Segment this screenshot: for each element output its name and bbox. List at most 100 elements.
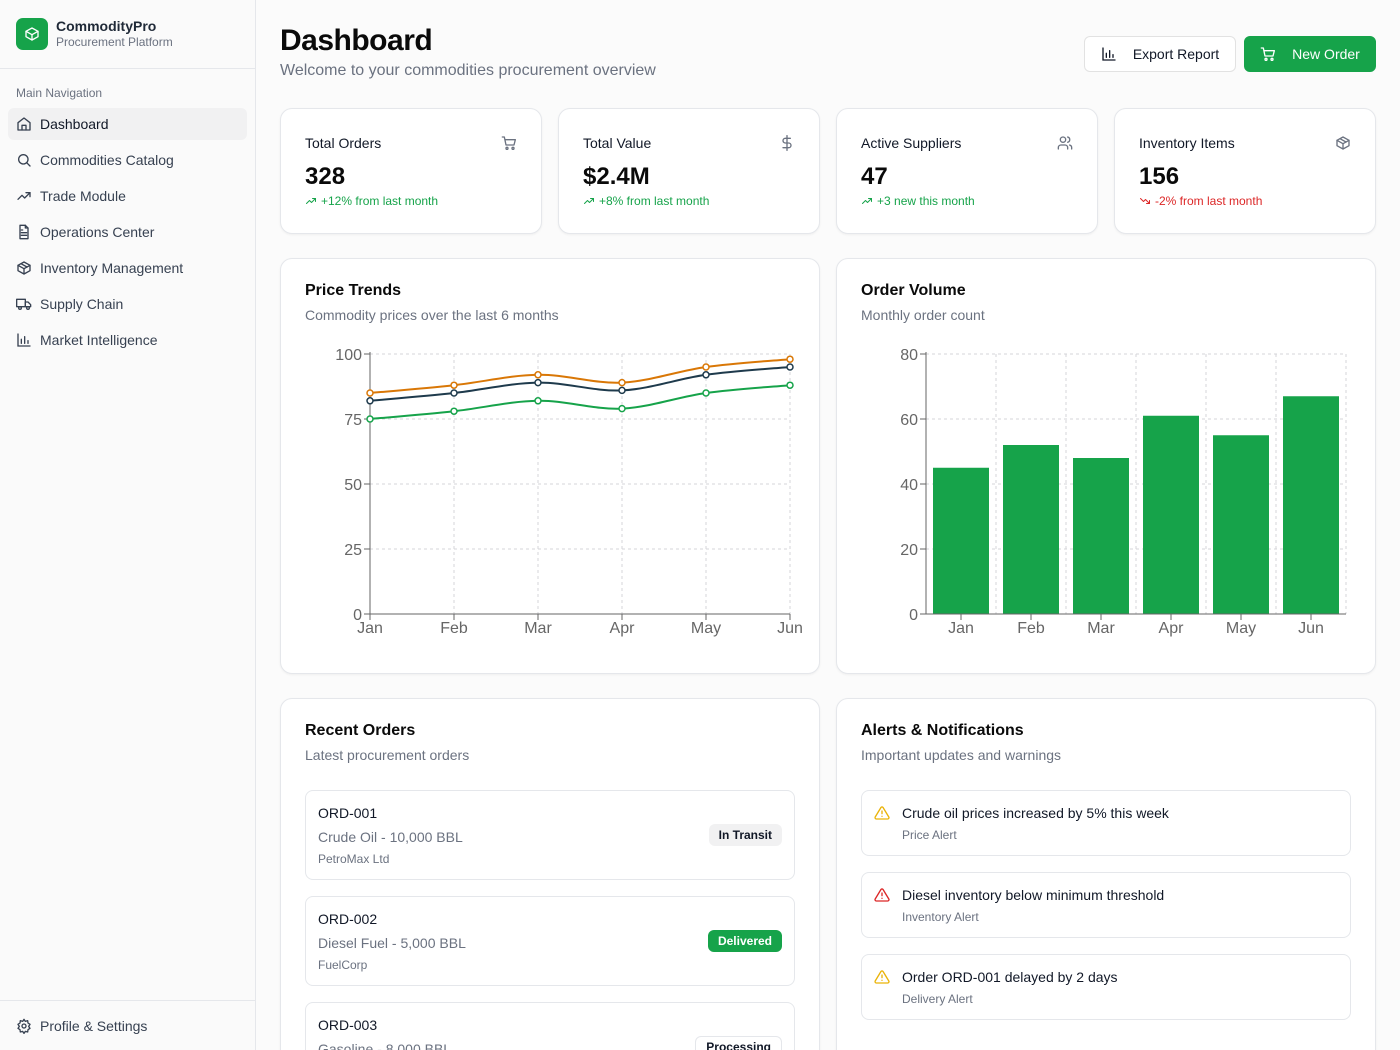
box-logo-icon — [16, 18, 48, 50]
data-point — [786, 381, 794, 389]
series-line-1 — [369, 366, 791, 402]
profile-settings-label: Profile & Settings — [40, 1017, 148, 1034]
x-tick-label: Feb — [440, 620, 468, 637]
alert-item[interactable]: Order ORD-001 delayed by 2 days Delivery… — [861, 954, 1351, 1020]
sidebar-item-inventory-management[interactable]: Inventory Management — [8, 252, 247, 284]
series-line-2 — [369, 384, 791, 420]
stat-label: Total Orders — [305, 135, 382, 151]
status-badge: Processing — [695, 1036, 782, 1050]
package-icon — [17, 261, 31, 275]
stat-card-total-orders: Total Orders 328 +12% from last month — [280, 108, 542, 234]
sidebar-item-market-intelligence[interactable]: Market Intelligence — [8, 324, 247, 356]
stat-change: +3 new this month — [861, 194, 975, 208]
stat-value: $2.4M — [583, 163, 650, 190]
x-tick-label: Jun — [777, 620, 803, 637]
order-supplier: PetroMax Ltd — [318, 852, 390, 866]
y-tick-label: 60 — [900, 412, 918, 429]
data-point — [366, 415, 374, 423]
card-title: Recent Orders — [305, 722, 416, 739]
brand[interactable]: CommodityPro Procurement Platform — [0, 0, 255, 69]
alert-item[interactable]: Diesel inventory below minimum threshold… — [861, 872, 1351, 938]
stat-change-text: +8% from last month — [599, 194, 710, 208]
bar — [1073, 458, 1129, 614]
y-tick-label: 25 — [344, 542, 362, 559]
page-title: Dashboard — [280, 24, 433, 57]
dollar-icon — [782, 135, 792, 151]
sidebar-item-label: Commodities Catalog — [40, 152, 174, 168]
bar — [1143, 415, 1199, 614]
alert-message: Diesel inventory below minimum threshold — [902, 887, 1165, 903]
stat-value: 156 — [1139, 163, 1180, 190]
alert-message: Crude oil prices increased by 5% this we… — [902, 805, 1169, 821]
card-subtitle: Commodity prices over the last 6 months — [305, 307, 559, 323]
data-point — [618, 404, 626, 413]
data-point — [534, 371, 542, 379]
alerts-card: Alerts & Notifications Important updates… — [836, 698, 1376, 1050]
data-point — [618, 386, 626, 395]
y-tick-label: 100 — [335, 347, 362, 364]
alert-type: Inventory Alert — [902, 910, 979, 924]
file-text-icon — [19, 224, 29, 240]
order-list-item[interactable]: ORD-003 Gasoline - 8,000 BBL Processing — [305, 1002, 795, 1050]
order-volume-card: Order Volume Monthly order count 0 20 40 60… — [836, 258, 1376, 674]
new-order-label: New Order — [1292, 46, 1360, 62]
stat-change: +8% from last month — [583, 194, 709, 208]
order-description: Gasoline - 8,000 BBL — [318, 1041, 452, 1050]
data-point — [786, 363, 794, 371]
profile-settings-link[interactable]: Profile & Settings — [0, 1000, 255, 1050]
order-list-item[interactable]: ORD-002 Diesel Fuel - 5,000 BBL FuelCorp… — [305, 896, 795, 986]
price-trends-card: Price Trends Commodity prices over the l… — [280, 258, 820, 674]
sidebar-item-label: Supply Chain — [40, 296, 124, 312]
y-tick-label: 20 — [900, 542, 918, 559]
nav-group-label: Main Navigation — [16, 86, 103, 100]
data-point — [450, 389, 458, 397]
sidebar-item-operations-center[interactable]: Operations Center — [8, 216, 247, 248]
sidebar-item-commodities-catalog[interactable]: Commodities Catalog — [8, 144, 247, 176]
data-point — [702, 389, 710, 397]
x-tick-label: Mar — [1087, 620, 1115, 637]
stat-change: -2% from last month — [1139, 194, 1262, 208]
sidebar-item-label: Trade Module — [40, 188, 126, 204]
export-report-button[interactable]: Export Report — [1084, 36, 1236, 72]
order-description: Diesel Fuel - 5,000 BBL — [318, 935, 466, 951]
stat-card-total-value: Total Value $2.4M +8% from last month — [558, 108, 820, 234]
order-supplier: FuelCorp — [318, 958, 368, 972]
card-subtitle: Monthly order count — [861, 307, 985, 323]
data-point — [450, 381, 458, 389]
sidebar-item-label: Dashboard — [40, 116, 109, 132]
brand-subtitle: Procurement Platform — [56, 35, 173, 49]
sidebar-item-dashboard[interactable]: Dashboard — [8, 108, 247, 140]
bar-chart-icon — [17, 333, 31, 347]
stat-label: Inventory Items — [1139, 135, 1235, 151]
bar-chart-icon — [1102, 47, 1116, 61]
data-point — [618, 378, 626, 387]
warning-triangle-icon — [874, 970, 890, 984]
sidebar-item-trade-module[interactable]: Trade Module — [8, 180, 247, 212]
bar — [1283, 396, 1339, 614]
order-description: Crude Oil - 10,000 BBL — [318, 829, 463, 845]
trending-up-icon — [584, 198, 594, 204]
shopping-cart-icon — [501, 136, 516, 150]
users-icon — [1057, 136, 1073, 150]
data-point — [450, 407, 458, 415]
brand-name: CommodityPro — [56, 18, 157, 34]
search-icon — [18, 154, 31, 167]
bar — [1003, 445, 1059, 614]
page-subtitle: Welcome to your commodities procurement … — [280, 62, 656, 79]
x-tick-label: May — [691, 620, 721, 637]
bar — [933, 467, 989, 614]
x-tick-label: Mar — [524, 620, 552, 637]
alert-message: Order ORD-001 delayed by 2 days — [902, 969, 1118, 985]
stat-value: 328 — [305, 163, 346, 190]
card-title: Price Trends — [305, 282, 402, 299]
data-point — [534, 378, 542, 387]
data-point — [366, 389, 374, 397]
new-order-button[interactable]: New Order — [1244, 36, 1376, 72]
alert-item[interactable]: Crude oil prices increased by 5% this we… — [861, 790, 1351, 856]
stat-label: Active Suppliers — [861, 135, 962, 151]
y-tick-label: 80 — [900, 347, 918, 364]
sidebar-item-supply-chain[interactable]: Supply Chain — [8, 288, 247, 320]
order-id: ORD-001 — [318, 805, 378, 821]
order-list-item[interactable]: ORD-001 Crude Oil - 10,000 BBL PetroMax … — [305, 790, 795, 880]
sidebar: CommodityPro Procurement Platform Main N… — [0, 0, 256, 1050]
